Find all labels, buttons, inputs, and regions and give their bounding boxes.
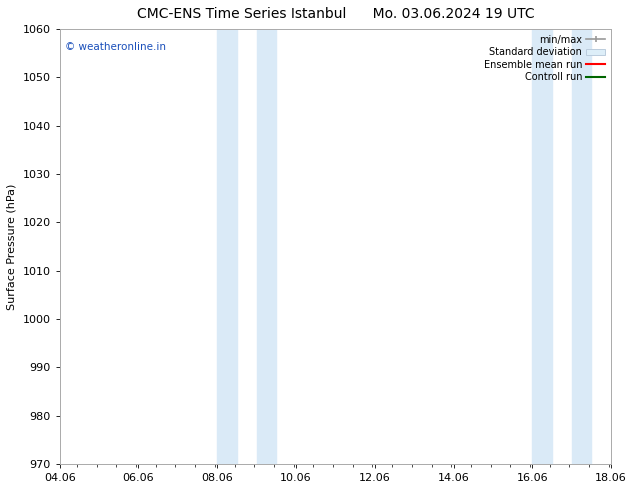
Bar	[572, 29, 592, 464]
Y-axis label: Surface Pressure (hPa): Surface Pressure (hPa)	[7, 183, 17, 310]
Bar	[217, 29, 237, 464]
Title: CMC-ENS Time Series Istanbul      Mo. 03.06.2024 19 UTC: CMC-ENS Time Series Istanbul Mo. 03.06.2…	[136, 7, 534, 21]
Legend: min/max, Standard deviation, Ensemble mean run, Controll run: min/max, Standard deviation, Ensemble me…	[480, 31, 609, 86]
Text: © weatheronline.in: © weatheronline.in	[65, 42, 166, 52]
Bar	[257, 29, 276, 464]
Bar	[533, 29, 552, 464]
